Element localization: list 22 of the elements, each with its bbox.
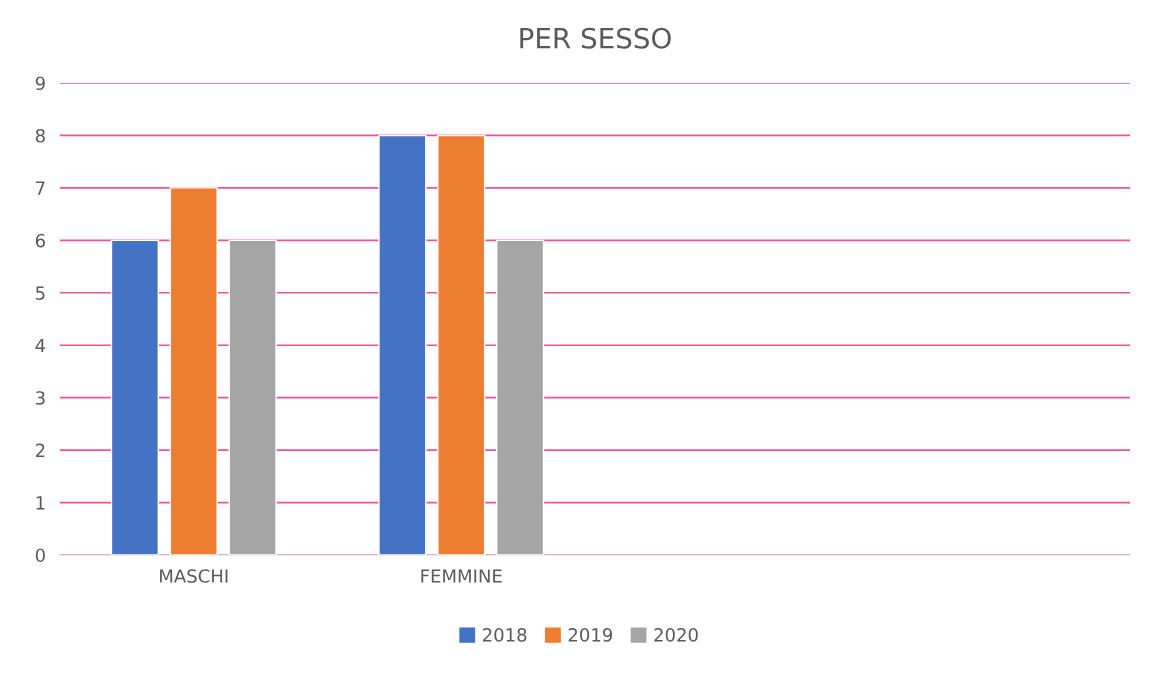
- y-tick-label: 7: [36, 181, 45, 195]
- y-tick-label: 8: [35, 128, 45, 143]
- y-tick-label: 1: [36, 496, 45, 510]
- y-tick-label: 2: [35, 443, 45, 457]
- bar: [495, 239, 545, 555]
- bar: [110, 239, 160, 555]
- bar: [169, 187, 218, 555]
- y-tick-label: 3: [36, 391, 45, 405]
- legend-label: 2020: [654, 628, 698, 642]
- x-tick-label: MASCHI: [160, 569, 228, 583]
- legend-label: 2019: [568, 628, 613, 642]
- chart-title: PER SESSO: [520, 27, 671, 49]
- bar: [228, 239, 277, 555]
- y-tick-label: 4: [35, 338, 46, 353]
- legend-label: 2018: [483, 628, 527, 642]
- y-tick-label: 0: [35, 548, 45, 563]
- y-tick-label: 5: [36, 286, 45, 300]
- bar: [378, 134, 427, 555]
- bar: [437, 134, 486, 555]
- y-tick-label: 6: [35, 233, 45, 248]
- x-tick-label: FEMMINE: [421, 569, 502, 583]
- y-tick-label: 9: [35, 76, 45, 91]
